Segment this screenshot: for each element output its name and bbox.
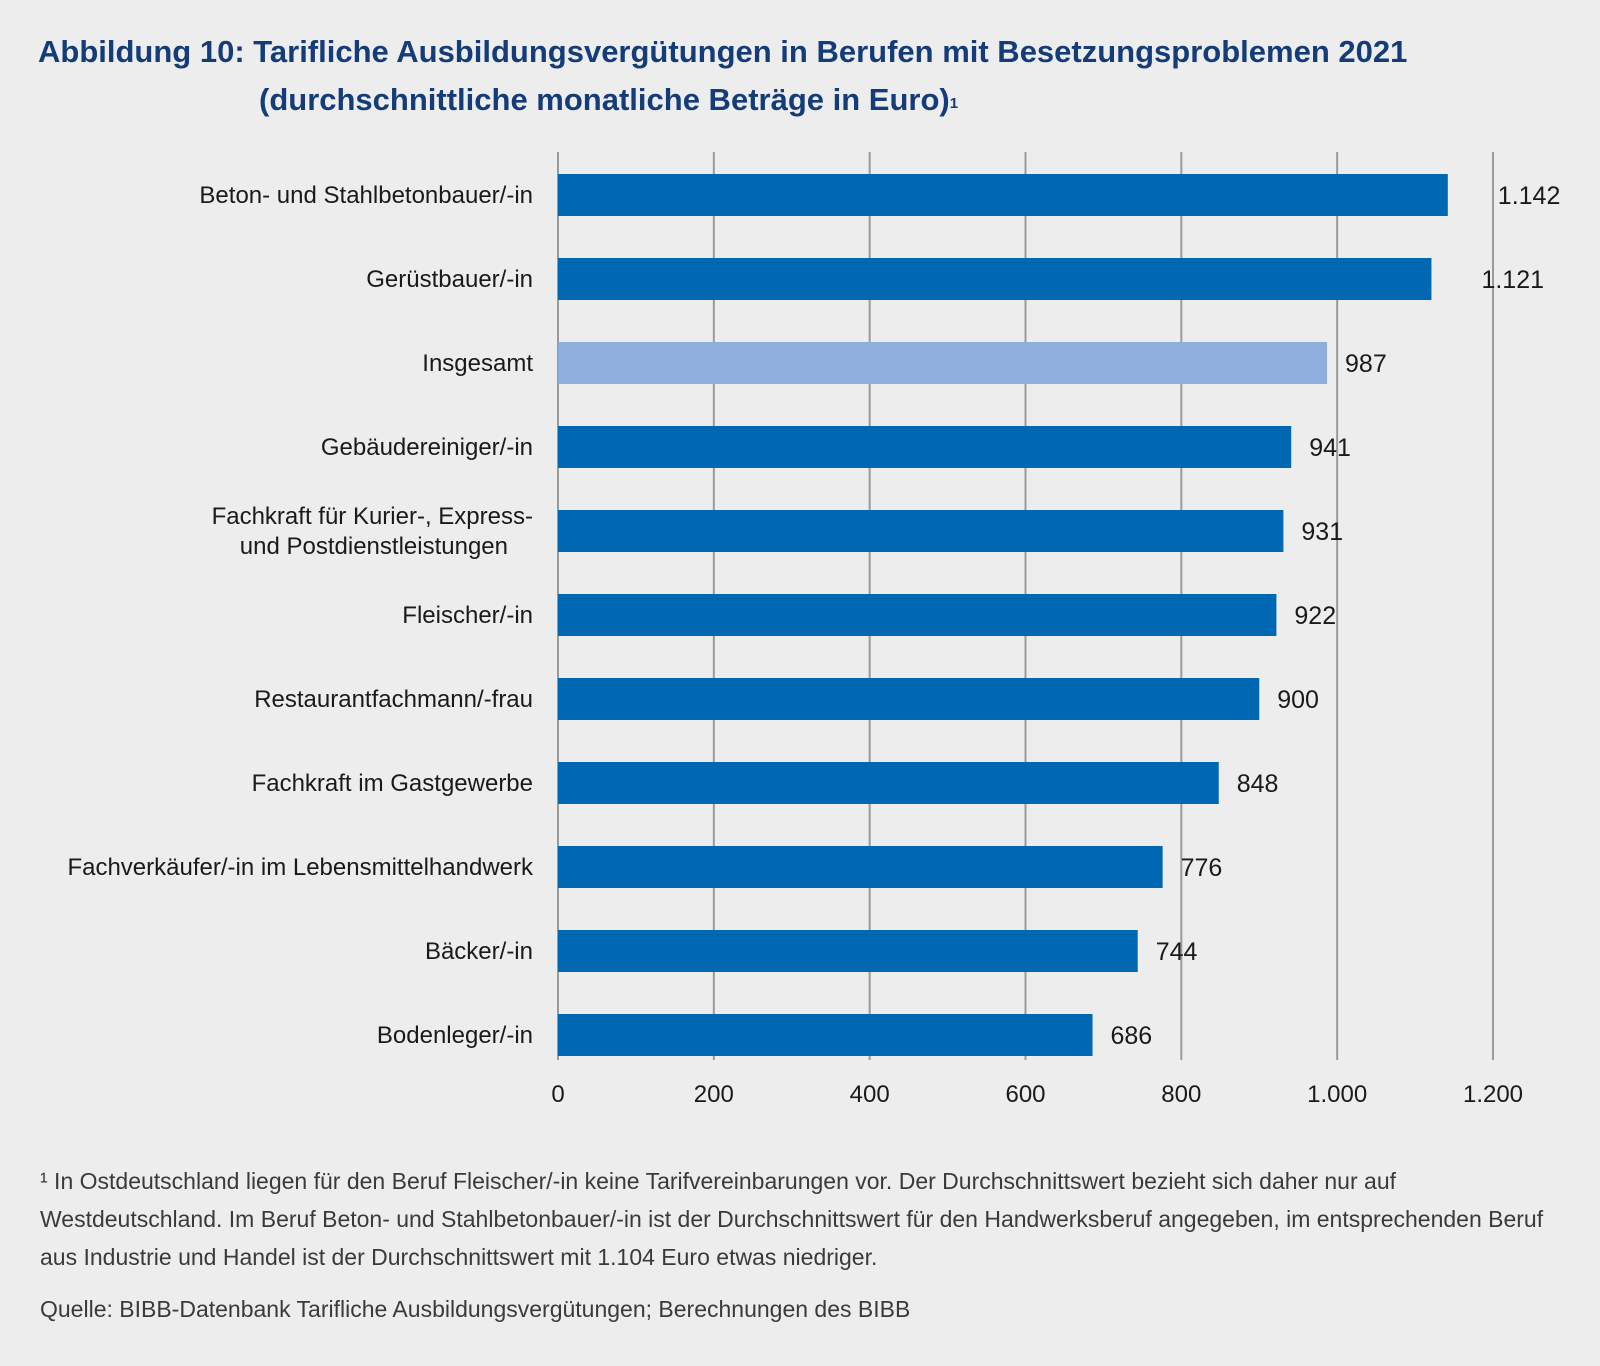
label-layer: 0 200 400 600 800 1.000 1.200 Beton- und Stahlb… [67,182,1560,1108]
category-label-line: Bäcker/-in [425,938,533,965]
category-label-line: Fachkraft für Kurier-, Express- [212,503,533,530]
category-label: Fachkraft im Gastgewerbe [252,770,533,797]
value-label: 1.142 [1498,182,1561,210]
chart-title-line2: (durchschnittliche monatliche Beträge in… [38,76,1578,124]
value-label: 848 [1237,770,1279,798]
bar [558,678,1260,720]
category-label-line: Bodenleger/-in [377,1022,533,1049]
category-label: Beton- und Stahlbetonbauer/-in [199,182,533,209]
bar [558,342,1328,384]
category-label: Fachverkäufer/-in im Lebensmittelhandwer… [67,854,534,881]
bar-layer [558,174,1448,1056]
title-footnote-marker: 1 [949,95,959,112]
x-tick-label: 200 [694,1081,734,1108]
bar [558,258,1432,300]
bar [558,510,1284,552]
value-label: 776 [1181,854,1223,882]
category-label-line: Fachverkäufer/-in im Lebensmittelhandwer… [67,854,534,881]
category-label-line: Restaurantfachmann/-frau [254,686,533,713]
category-label: Bodenleger/-in [377,1022,533,1049]
bar [558,594,1277,636]
bar [558,762,1219,804]
value-label: 941 [1309,434,1351,462]
category-label: Fleischer/-in [402,602,533,629]
category-label: Bäcker/-in [425,938,533,965]
category-label-line: Fleischer/-in [402,602,533,629]
category-label: Gerüstbauer/-in [366,266,533,293]
x-tick-label: 600 [1005,1081,1045,1108]
category-label-line: und Postdienstleistungen [240,533,508,560]
x-tick-label: 400 [850,1081,890,1108]
footnote: ¹ In Ostdeutschland liegen für den Beruf… [40,1168,1544,1270]
x-tick-label: 1.000 [1307,1081,1367,1108]
value-label: 922 [1294,602,1336,630]
bar [558,930,1138,972]
value-label: 900 [1277,686,1319,714]
value-label: 686 [1111,1022,1153,1050]
category-label: Insgesamt [422,350,533,377]
chart-title-line2-text: (durchschnittliche monatliche Beträge in… [259,82,950,117]
value-label: 1.121 [1481,266,1544,294]
category-label-line: Gerüstbauer/-in [366,266,533,293]
category-label: Restaurantfachmann/-frau [254,686,533,713]
value-label: 931 [1301,518,1343,546]
x-tick-label: 1.200 [1463,1081,1523,1108]
source-note: Quelle: BIBB-Datenbank Tarifliche Ausbil… [40,1296,911,1322]
category-label-line: Gebäudereiniger/-in [321,434,533,461]
category-label: Gebäudereiniger/-in [321,434,533,461]
category-label-line: Insgesamt [422,350,533,377]
x-tick-label: 800 [1161,1081,1201,1108]
category-label: Fachkraft für Kurier-, Express-und Postd… [212,503,533,560]
category-label-line: Beton- und Stahlbetonbauer/-in [199,182,533,209]
category-label-line: Fachkraft im Gastgewerbe [252,770,533,797]
value-label: 744 [1156,938,1198,966]
bar-chart: 0 200 400 600 800 1.000 1.200 Beton- und Stahlb… [67,152,1560,1108]
chart-title-line1: Abbildung 10: Tarifliche Ausbildungsverg… [38,34,1408,69]
bar [558,426,1292,468]
x-tick-label: 0 [551,1081,564,1108]
bar [558,174,1448,216]
value-label: 987 [1345,350,1387,378]
bar [558,846,1163,888]
chart-title: Abbildung 10: Tarifliche Ausbildungsverg… [38,28,1578,124]
bar [558,1014,1093,1056]
